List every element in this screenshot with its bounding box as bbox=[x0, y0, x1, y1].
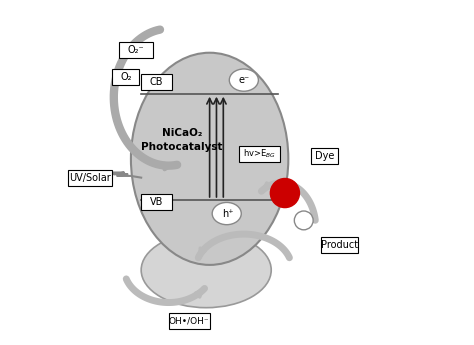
Text: e⁻: e⁻ bbox=[238, 75, 249, 85]
FancyBboxPatch shape bbox=[169, 313, 210, 329]
Ellipse shape bbox=[229, 69, 258, 91]
FancyBboxPatch shape bbox=[112, 69, 139, 85]
Text: O₂: O₂ bbox=[120, 72, 131, 82]
Text: Dye: Dye bbox=[315, 151, 334, 161]
FancyBboxPatch shape bbox=[68, 170, 112, 186]
FancyBboxPatch shape bbox=[239, 146, 280, 162]
FancyBboxPatch shape bbox=[321, 237, 358, 253]
Ellipse shape bbox=[294, 211, 313, 230]
Text: CB: CB bbox=[150, 77, 164, 87]
FancyBboxPatch shape bbox=[141, 74, 172, 90]
Text: UV/Solar: UV/Solar bbox=[69, 173, 111, 183]
Text: O₂⁻: O₂⁻ bbox=[128, 45, 145, 55]
Text: hv>E$_{BG}$: hv>E$_{BG}$ bbox=[243, 148, 276, 160]
FancyBboxPatch shape bbox=[310, 148, 338, 164]
Text: VB: VB bbox=[150, 197, 163, 207]
FancyBboxPatch shape bbox=[119, 42, 153, 58]
FancyBboxPatch shape bbox=[141, 194, 172, 210]
Ellipse shape bbox=[212, 203, 241, 225]
Text: NiCaO₂: NiCaO₂ bbox=[162, 128, 202, 138]
Text: Product: Product bbox=[321, 240, 358, 250]
Text: h⁺: h⁺ bbox=[222, 209, 234, 219]
Ellipse shape bbox=[141, 233, 271, 308]
Text: OH•/OH⁻: OH•/OH⁻ bbox=[169, 316, 210, 326]
Ellipse shape bbox=[131, 53, 288, 265]
Ellipse shape bbox=[270, 178, 300, 208]
Text: Photocatalyst: Photocatalyst bbox=[142, 142, 223, 152]
